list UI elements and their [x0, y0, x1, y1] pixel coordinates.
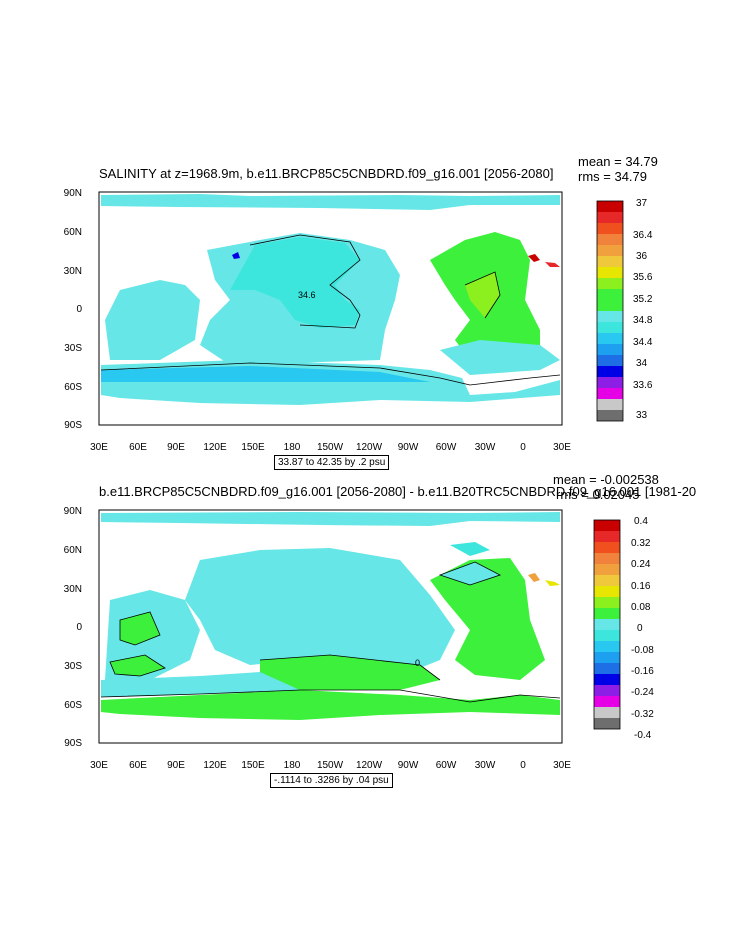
panel2-lon-axis: 30E 60E 90E 120E 150E 180 150W 120W 90W …	[90, 760, 571, 771]
lon-tick-label: 90E	[167, 760, 185, 771]
colorbar-label: 0.24	[631, 559, 651, 570]
colorbar-label: 34	[636, 358, 648, 369]
panel1-rms: rms = 34.79	[578, 169, 648, 184]
panel2-rms: rms = 0.02045	[556, 487, 640, 502]
panel1-contour-info: 33.87 to 42.35 by .2 psu	[274, 455, 390, 470]
panel1-lat-axis: 90N 60N 30N 0 30S 60S 90S	[64, 188, 83, 431]
colorbar-label: 33.6	[633, 380, 653, 391]
lon-tick-label: 60E	[129, 442, 147, 453]
panel1-contour-label: 34.6	[298, 290, 316, 300]
colorbar-label: -0.16	[631, 666, 654, 677]
lat-tick-label: 90N	[64, 506, 82, 517]
colorbar-label: 36	[636, 251, 648, 262]
panel2-contour-info: -.1114 to .3286 by .04 psu	[270, 773, 393, 788]
lat-tick-label: 0	[76, 622, 82, 633]
panel2-map: 0	[98, 509, 563, 744]
colorbar-label: 0.08	[631, 602, 651, 613]
lon-tick-label: 180	[284, 760, 301, 771]
panel1-colorbar: 37 36.4 36 35.6 35.2 34.8 34.4 34 33.6 3…	[596, 198, 653, 422]
lon-tick-label: 150E	[241, 442, 265, 453]
lon-tick-label: 120W	[356, 760, 383, 771]
panel1-title: SALINITY at z=1968.9m, b.e11.BRCP85C5CNB…	[99, 166, 553, 181]
lon-tick-label: 180	[284, 442, 301, 453]
lat-tick-label: 30N	[64, 266, 82, 277]
colorbar-label: -0.24	[631, 687, 654, 698]
panel1-lon-axis: 30E 60E 90E 120E 150E 180 150W 120W 90W …	[90, 442, 571, 453]
colorbar-label: -0.32	[631, 709, 654, 720]
colorbar-label: -0.08	[631, 645, 654, 656]
lon-tick-label: 60W	[436, 442, 457, 453]
colorbar-label: 0.32	[631, 538, 651, 549]
lon-tick-label: 150W	[317, 760, 344, 771]
lat-tick-label: 0	[76, 304, 82, 315]
colorbar-label: 33	[636, 410, 648, 421]
colorbar-label: 34.4	[633, 337, 653, 348]
lon-tick-label: 30E	[553, 442, 571, 453]
lon-tick-label: 150E	[241, 760, 265, 771]
lon-tick-label: 120E	[203, 442, 227, 453]
panel1-map: 34.6	[98, 191, 563, 426]
lon-tick-label: 60E	[129, 760, 147, 771]
lat-tick-label: 60S	[64, 382, 82, 393]
lon-tick-label: 90W	[398, 760, 419, 771]
panel1-mean: mean = 34.79	[578, 154, 658, 169]
lon-tick-label: 150W	[317, 442, 344, 453]
lon-tick-label: 30W	[475, 760, 496, 771]
lon-tick-label: 120E	[203, 760, 227, 771]
lon-tick-label: 0	[520, 760, 526, 771]
panel2-lat-axis: 90N 60N 30N 0 30S 60S 90S	[64, 506, 83, 749]
panel2-contour-label: 0	[415, 658, 420, 668]
panel2-title: b.e11.BRCP85C5CNBDRD.f09_g16.001 [2056-2…	[99, 484, 696, 499]
lon-tick-label: 30W	[475, 442, 496, 453]
colorbar-label: 0	[637, 623, 643, 634]
colorbar-label: 37	[636, 198, 648, 209]
lon-tick-label: 90E	[167, 442, 185, 453]
lat-tick-label: 30N	[64, 584, 82, 595]
lon-tick-label: 30E	[90, 760, 108, 771]
lon-tick-label: 0	[520, 442, 526, 453]
colorbar-label: -0.4	[634, 730, 652, 741]
lat-tick-label: 90S	[64, 738, 82, 749]
lat-tick-label: 30S	[64, 661, 82, 672]
lon-tick-label: 120W	[356, 442, 383, 453]
lon-tick-label: 60W	[436, 760, 457, 771]
lat-tick-label: 30S	[64, 343, 82, 354]
colorbar-label: 35.2	[633, 294, 653, 305]
colorbar-label: 34.8	[633, 315, 653, 326]
lon-tick-label: 30E	[90, 442, 108, 453]
lat-tick-label: 60S	[64, 700, 82, 711]
colorbar-label: 35.6	[633, 272, 653, 283]
colorbar-label: 0.4	[634, 516, 648, 527]
panel2-colorbar: 0.4 0.32 0.24 0.16 0.08 0 -0.08 -0.16 -0…	[593, 516, 654, 741]
lon-tick-label: 90W	[398, 442, 419, 453]
lon-tick-label: 30E	[553, 760, 571, 771]
colorbar-label: 36.4	[633, 230, 653, 241]
lat-tick-label: 90S	[64, 420, 82, 431]
lat-tick-label: 60N	[64, 545, 82, 556]
lat-tick-label: 60N	[64, 227, 82, 238]
lat-tick-label: 90N	[64, 188, 82, 199]
colorbar-label: 0.16	[631, 581, 651, 592]
panel2-mean: mean = -0.002538	[553, 472, 659, 487]
